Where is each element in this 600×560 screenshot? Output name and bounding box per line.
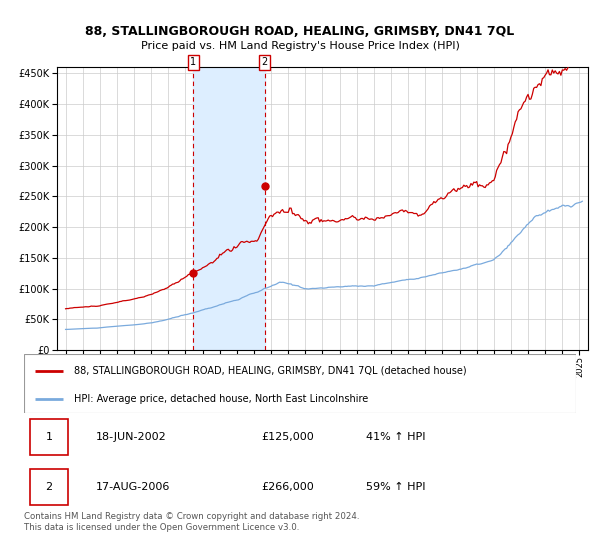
Text: HPI: Average price, detached house, North East Lincolnshire: HPI: Average price, detached house, Nort… (74, 394, 368, 404)
Text: 1: 1 (46, 432, 52, 442)
FancyBboxPatch shape (29, 469, 68, 505)
Text: 2: 2 (262, 57, 268, 67)
FancyBboxPatch shape (29, 419, 68, 455)
Text: 88, STALLINGBOROUGH ROAD, HEALING, GRIMSBY, DN41 7QL (detached house): 88, STALLINGBOROUGH ROAD, HEALING, GRIMS… (74, 366, 466, 376)
Text: 18-JUN-2002: 18-JUN-2002 (96, 432, 167, 442)
Text: 17-AUG-2006: 17-AUG-2006 (96, 482, 170, 492)
Bar (193, 67, 265, 350)
FancyBboxPatch shape (24, 354, 576, 413)
Text: 88, STALLINGBOROUGH ROAD, HEALING, GRIMSBY, DN41 7QL: 88, STALLINGBOROUGH ROAD, HEALING, GRIMS… (85, 25, 515, 38)
Text: Contains HM Land Registry data © Crown copyright and database right 2024.
This d: Contains HM Land Registry data © Crown c… (24, 512, 359, 532)
Text: 59% ↑ HPI: 59% ↑ HPI (366, 482, 426, 492)
Text: 41% ↑ HPI: 41% ↑ HPI (366, 432, 426, 442)
Text: £125,000: £125,000 (262, 432, 314, 442)
Text: 1: 1 (190, 57, 196, 67)
Text: Price paid vs. HM Land Registry's House Price Index (HPI): Price paid vs. HM Land Registry's House … (140, 41, 460, 51)
Text: £266,000: £266,000 (262, 482, 314, 492)
Text: 2: 2 (45, 482, 52, 492)
